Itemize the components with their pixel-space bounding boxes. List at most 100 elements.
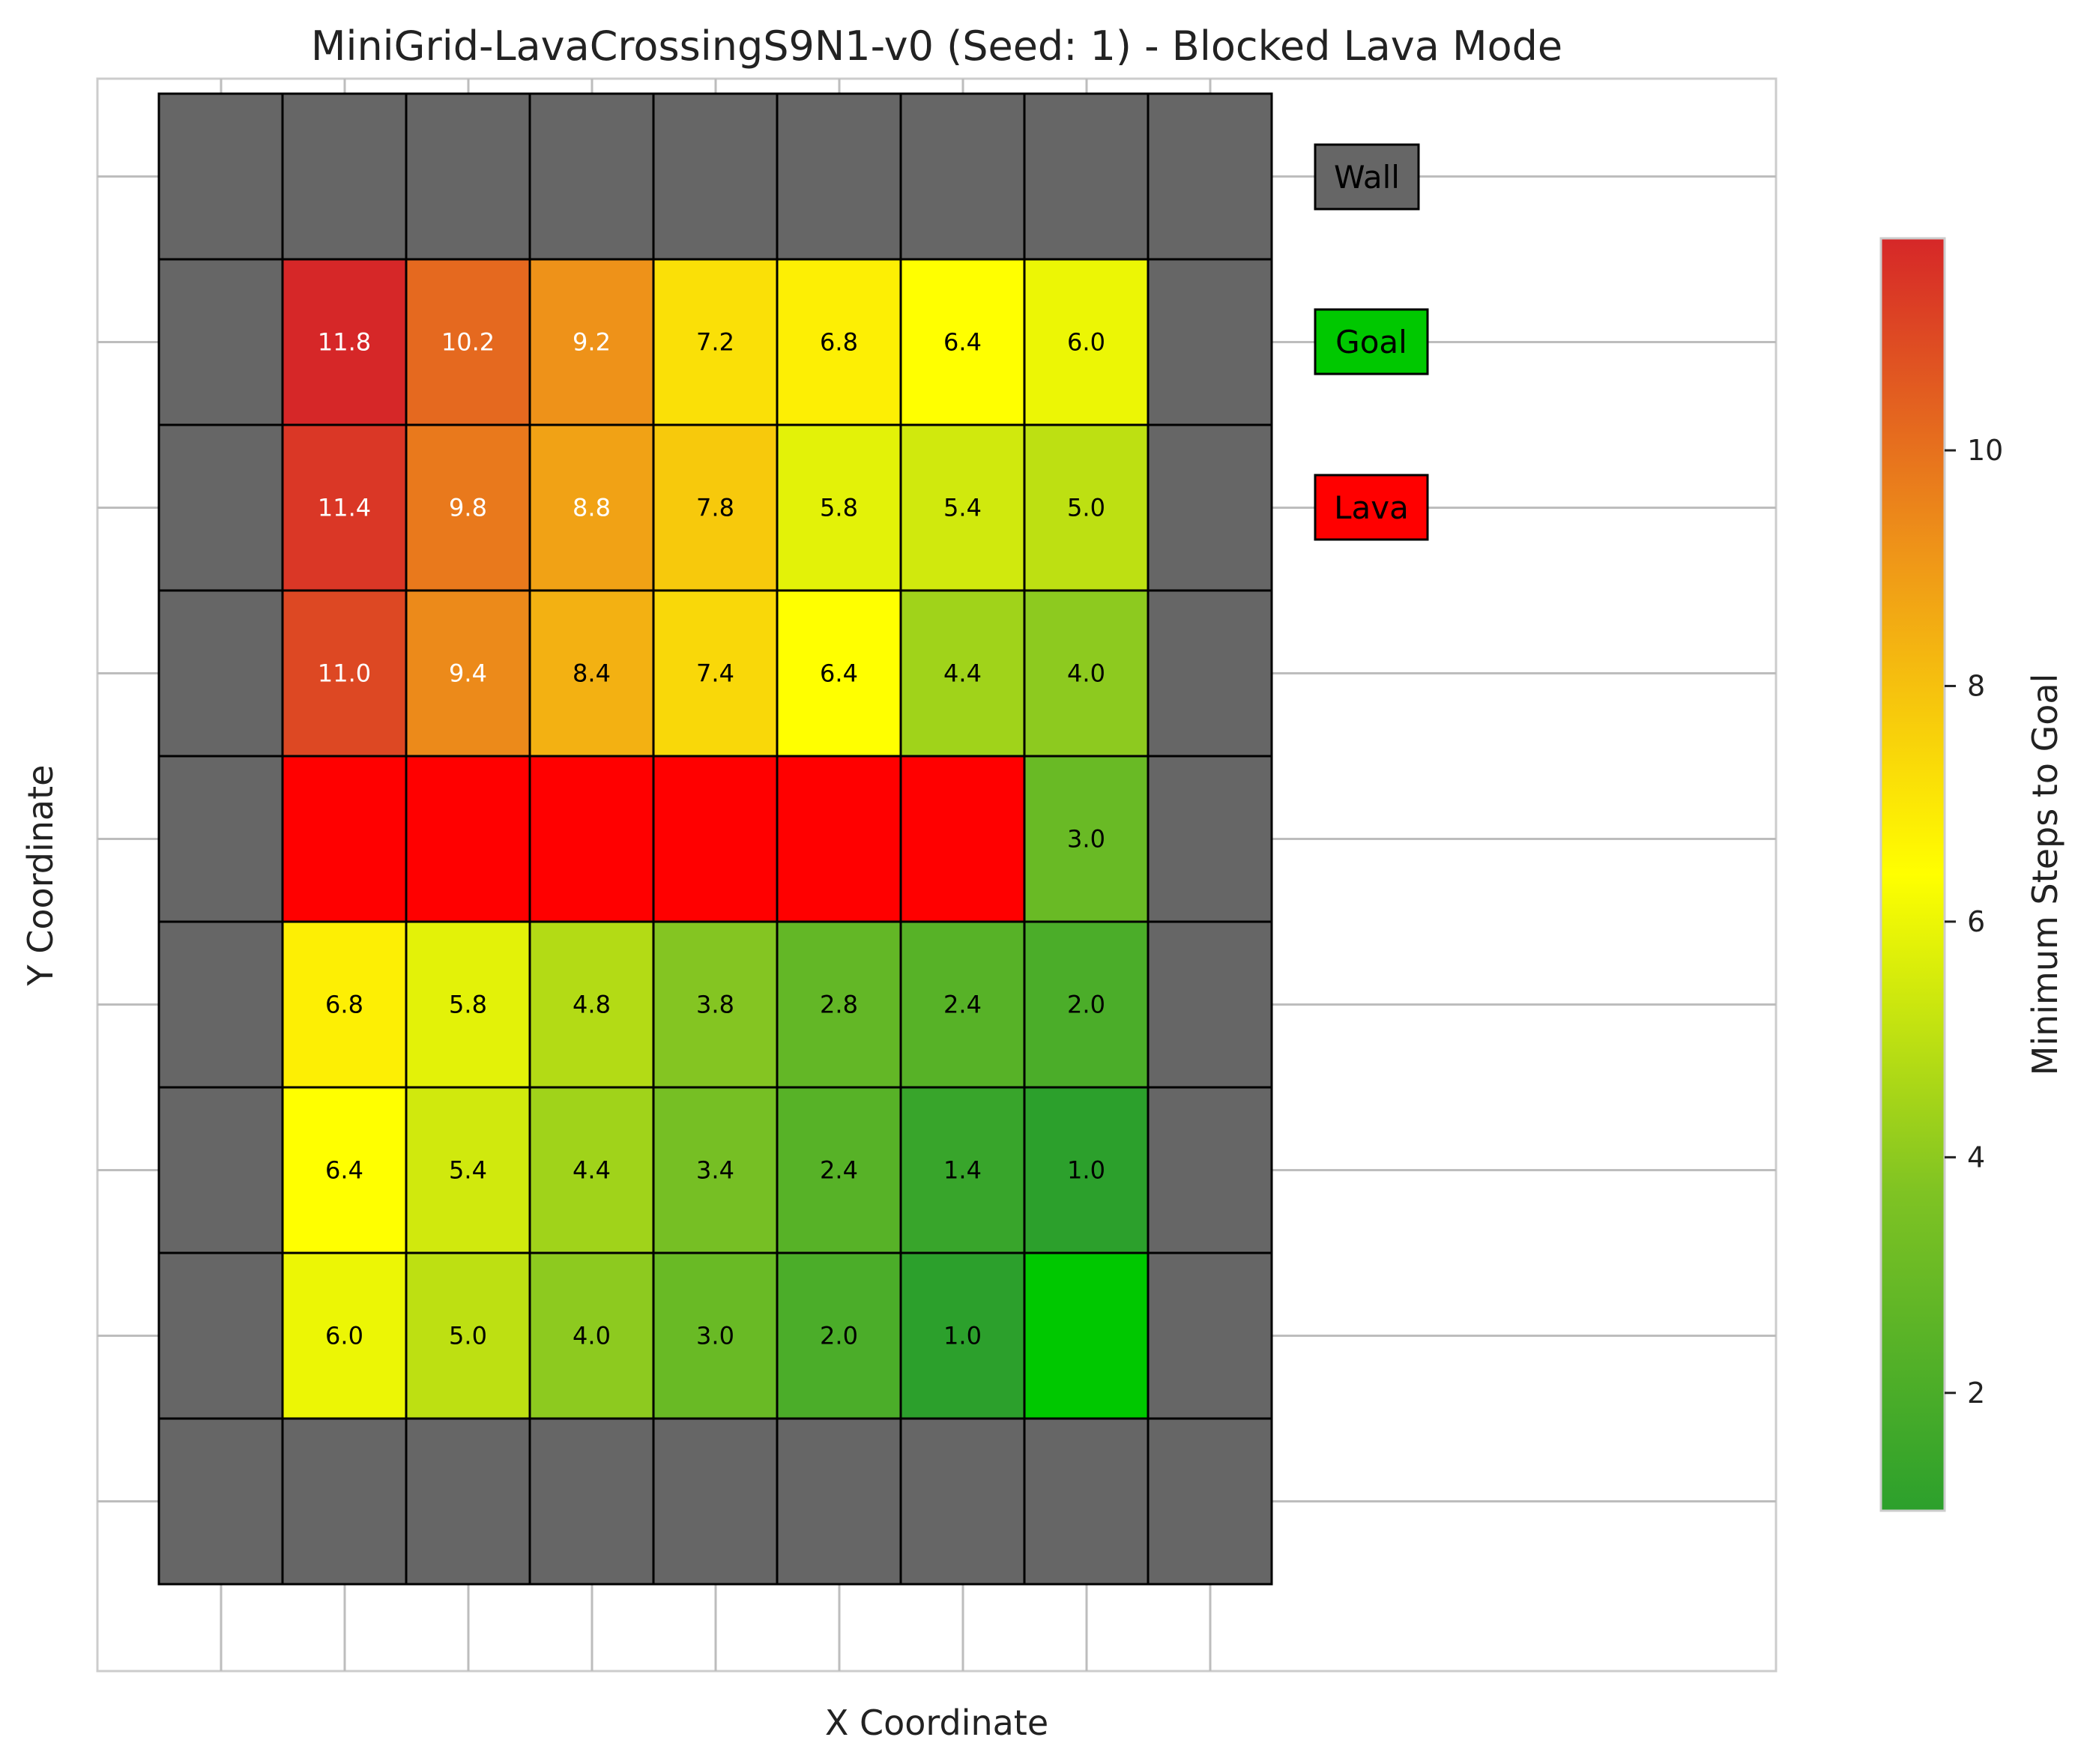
legend-label-lava: Lava xyxy=(1334,489,1409,526)
cell-value-label: 6.4 xyxy=(943,328,982,357)
chart-title: MiniGrid-LavaCrossingS9N1-v0 (Seed: 1) -… xyxy=(311,22,1562,70)
wall-cell xyxy=(405,1417,531,1586)
colorbar-tick-label: 2 xyxy=(1967,1377,1985,1410)
x-axis-label: X Coordinate xyxy=(825,1703,1048,1743)
legend: Wall Goal Lava xyxy=(1314,143,1429,541)
value-cell xyxy=(528,589,655,758)
value-cell xyxy=(281,258,408,426)
value-cell xyxy=(899,589,1026,758)
wall-cell xyxy=(157,589,284,758)
value-cell xyxy=(405,423,531,592)
colorbar: 2 4 6 8 10 xyxy=(1879,237,2003,1512)
lava-cell xyxy=(281,755,408,923)
value-cell xyxy=(405,589,531,758)
colorbar-tick-label: 10 xyxy=(1967,434,2003,467)
cell-value-label: 11.0 xyxy=(318,659,371,688)
cell-value-label: 6.8 xyxy=(820,328,858,357)
cell-value-label: 2.4 xyxy=(943,991,982,1019)
wall-cell xyxy=(157,258,284,426)
cell-value-label: 3.4 xyxy=(696,1156,734,1185)
value-cell xyxy=(776,1086,902,1254)
legend-swatch-lava xyxy=(1314,474,1429,541)
cell-value-label: 7.2 xyxy=(696,328,734,357)
value-cell xyxy=(281,920,408,1089)
wall-cell xyxy=(776,92,902,261)
cell-value-label: 5.4 xyxy=(943,494,982,522)
value-cell xyxy=(405,258,531,426)
lava-cell xyxy=(528,755,655,923)
value-cell xyxy=(405,920,531,1089)
value-cell xyxy=(776,1251,902,1420)
wall-cell xyxy=(1147,920,1273,1089)
wall-cell xyxy=(157,1251,284,1420)
wall-cell xyxy=(1023,92,1150,261)
wall-cell xyxy=(157,1086,284,1254)
cell-value-label: 3.0 xyxy=(696,1322,734,1350)
value-cell xyxy=(405,1251,531,1420)
value-cell xyxy=(528,258,655,426)
cell-value-label: 4.0 xyxy=(1067,659,1105,688)
legend-label-goal: Goal xyxy=(1335,324,1407,360)
cell-value-label: 7.8 xyxy=(696,494,734,522)
cell-value-label: 4.0 xyxy=(573,1322,611,1350)
wall-cell xyxy=(1147,258,1273,426)
cell-value-label: 5.8 xyxy=(449,991,487,1019)
cell-value-label: 11.8 xyxy=(318,328,371,357)
wall-cell xyxy=(1147,589,1273,758)
value-cell xyxy=(776,258,902,426)
cell-value-label: 1.0 xyxy=(1067,1156,1105,1185)
cell-value-label: 2.4 xyxy=(820,1156,858,1185)
lava-cell xyxy=(405,755,531,923)
cell-value-label: 9.8 xyxy=(449,494,487,522)
wall-cell xyxy=(1147,1251,1273,1420)
wall-cell xyxy=(281,1417,408,1586)
legend-label-wall: Wall xyxy=(1334,159,1400,196)
cell-value-label: 1.4 xyxy=(943,1156,982,1185)
value-cell xyxy=(1023,423,1150,592)
colorbar-tick-label: 4 xyxy=(1967,1141,1985,1174)
cell-value-label: 3.8 xyxy=(696,991,734,1019)
value-cell xyxy=(281,589,408,758)
lava-cell xyxy=(652,755,779,923)
lava-cell xyxy=(899,755,1026,923)
cell-value-label: 7.4 xyxy=(696,659,734,688)
value-cell xyxy=(776,423,902,592)
wall-cell xyxy=(1147,1417,1273,1586)
wall-cell xyxy=(1147,92,1273,261)
lava-cell xyxy=(776,755,902,923)
cell-value-label: 4.8 xyxy=(573,991,611,1019)
wall-cell xyxy=(652,92,779,261)
cell-value-label: 5.4 xyxy=(449,1156,487,1185)
wall-cell xyxy=(157,920,284,1089)
value-cell xyxy=(652,589,779,758)
legend-swatch-goal xyxy=(1314,308,1429,375)
cell-value-label: 6.8 xyxy=(325,991,363,1019)
legend-swatch-wall xyxy=(1314,143,1420,211)
cell-value-label: 11.4 xyxy=(318,494,371,522)
cell-value-label: 5.8 xyxy=(820,494,858,522)
wall-cell xyxy=(776,1417,902,1586)
grid-cells: 11.8 10.2 9.2 7.2 6.8 6.4 6.0 11.4 9.8 8.8 7.8 5.8 5… xyxy=(157,92,1273,1586)
cell-value-label: 5.0 xyxy=(1067,494,1105,522)
cell-value-label: 9.2 xyxy=(573,328,611,357)
wall-cell xyxy=(1147,423,1273,592)
colorbar-gradient xyxy=(1879,237,1946,1512)
cell-value-label: 6.0 xyxy=(1067,328,1105,357)
value-cell xyxy=(1023,589,1150,758)
colorbar-tick-label: 6 xyxy=(1967,905,1985,938)
wall-cell xyxy=(652,1417,779,1586)
cell-value-label: 2.0 xyxy=(820,1322,858,1350)
wall-cell xyxy=(528,1417,655,1586)
value-cell xyxy=(899,1086,1026,1254)
value-cell xyxy=(652,920,779,1089)
cell-value-label: 8.8 xyxy=(573,494,611,522)
cell-value-label: 6.4 xyxy=(325,1156,363,1185)
wall-cell xyxy=(1147,1086,1273,1254)
wall-cell xyxy=(405,92,531,261)
y-axis-label: Y Coordinate xyxy=(20,765,61,987)
value-cell xyxy=(528,1251,655,1420)
cell-value-label: 4.4 xyxy=(943,659,982,688)
wall-cell xyxy=(1147,755,1273,923)
wall-cell xyxy=(157,755,284,923)
